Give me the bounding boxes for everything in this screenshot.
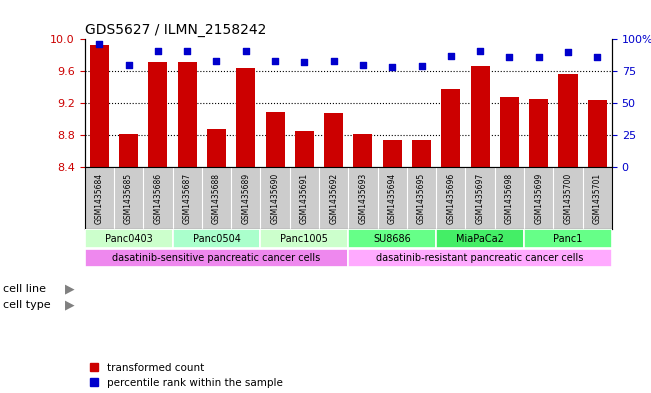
Point bbox=[387, 64, 397, 70]
Text: GSM1435685: GSM1435685 bbox=[124, 173, 133, 224]
Bar bbox=[295, 131, 314, 167]
Text: GSM1435694: GSM1435694 bbox=[388, 173, 396, 224]
Bar bbox=[436, 230, 524, 248]
Text: GSM1435687: GSM1435687 bbox=[183, 173, 191, 224]
Text: GSM1435688: GSM1435688 bbox=[212, 173, 221, 224]
Bar bbox=[119, 134, 138, 167]
Point bbox=[152, 48, 163, 54]
Text: GSM1435696: GSM1435696 bbox=[447, 173, 455, 224]
Text: ▶: ▶ bbox=[65, 298, 75, 311]
Point bbox=[445, 53, 456, 59]
Bar bbox=[85, 230, 173, 248]
Point bbox=[94, 41, 104, 48]
Text: GSM1435689: GSM1435689 bbox=[242, 173, 250, 224]
Bar bbox=[348, 249, 612, 267]
Text: GSM1435684: GSM1435684 bbox=[95, 173, 104, 224]
Point bbox=[240, 48, 251, 54]
Bar bbox=[236, 68, 255, 167]
Text: GSM1435692: GSM1435692 bbox=[329, 173, 338, 224]
Point bbox=[182, 48, 193, 54]
Bar bbox=[412, 140, 431, 167]
Text: GSM1435700: GSM1435700 bbox=[564, 173, 572, 224]
Text: Panc0504: Panc0504 bbox=[193, 234, 240, 244]
Text: Panc0403: Panc0403 bbox=[105, 234, 152, 244]
Point bbox=[299, 59, 310, 65]
Point bbox=[270, 58, 281, 64]
Text: GSM1435690: GSM1435690 bbox=[271, 173, 279, 224]
Text: GSM1435697: GSM1435697 bbox=[476, 173, 484, 224]
Bar bbox=[559, 73, 577, 167]
Point bbox=[358, 62, 368, 68]
Text: GSM1435693: GSM1435693 bbox=[359, 173, 367, 224]
Legend: transformed count, percentile rank within the sample: transformed count, percentile rank withi… bbox=[90, 363, 283, 388]
Text: GSM1435701: GSM1435701 bbox=[593, 173, 602, 224]
Point bbox=[533, 54, 544, 60]
Text: GDS5627 / ILMN_2158242: GDS5627 / ILMN_2158242 bbox=[85, 23, 266, 37]
Bar bbox=[529, 99, 548, 167]
Bar bbox=[207, 129, 226, 167]
Text: SU8686: SU8686 bbox=[374, 234, 411, 244]
Bar bbox=[266, 112, 284, 167]
Point bbox=[562, 49, 573, 55]
Text: GSM1435698: GSM1435698 bbox=[505, 173, 514, 224]
Text: dasatinib-sensitive pancreatic cancer cells: dasatinib-sensitive pancreatic cancer ce… bbox=[113, 253, 320, 263]
Bar bbox=[353, 134, 372, 167]
Text: Panc1: Panc1 bbox=[553, 234, 583, 244]
Point bbox=[592, 54, 602, 60]
Bar bbox=[85, 249, 348, 267]
Bar bbox=[500, 97, 519, 167]
Point bbox=[328, 58, 339, 64]
Bar bbox=[348, 230, 436, 248]
Point bbox=[504, 54, 514, 60]
Bar bbox=[441, 89, 460, 167]
Point bbox=[123, 62, 134, 68]
Point bbox=[211, 58, 221, 64]
Point bbox=[416, 63, 426, 69]
Text: dasatinib-resistant pancreatic cancer cells: dasatinib-resistant pancreatic cancer ce… bbox=[376, 253, 584, 263]
Text: GSM1435695: GSM1435695 bbox=[417, 173, 426, 224]
Bar bbox=[178, 62, 197, 167]
Text: GSM1435691: GSM1435691 bbox=[300, 173, 309, 224]
Text: MiaPaCa2: MiaPaCa2 bbox=[456, 234, 504, 244]
Text: ▶: ▶ bbox=[65, 282, 75, 296]
Bar bbox=[524, 230, 612, 248]
Bar bbox=[383, 140, 402, 167]
Bar bbox=[471, 66, 490, 167]
Bar bbox=[588, 100, 607, 167]
Point bbox=[475, 48, 485, 54]
Bar bbox=[324, 112, 343, 167]
Bar bbox=[148, 62, 167, 167]
Bar bbox=[90, 45, 109, 167]
Text: cell type: cell type bbox=[3, 299, 51, 310]
Text: Panc1005: Panc1005 bbox=[281, 234, 328, 244]
Text: cell line: cell line bbox=[3, 284, 46, 294]
Text: GSM1435699: GSM1435699 bbox=[534, 173, 543, 224]
Bar bbox=[260, 230, 348, 248]
Bar bbox=[173, 230, 260, 248]
Text: GSM1435686: GSM1435686 bbox=[154, 173, 162, 224]
